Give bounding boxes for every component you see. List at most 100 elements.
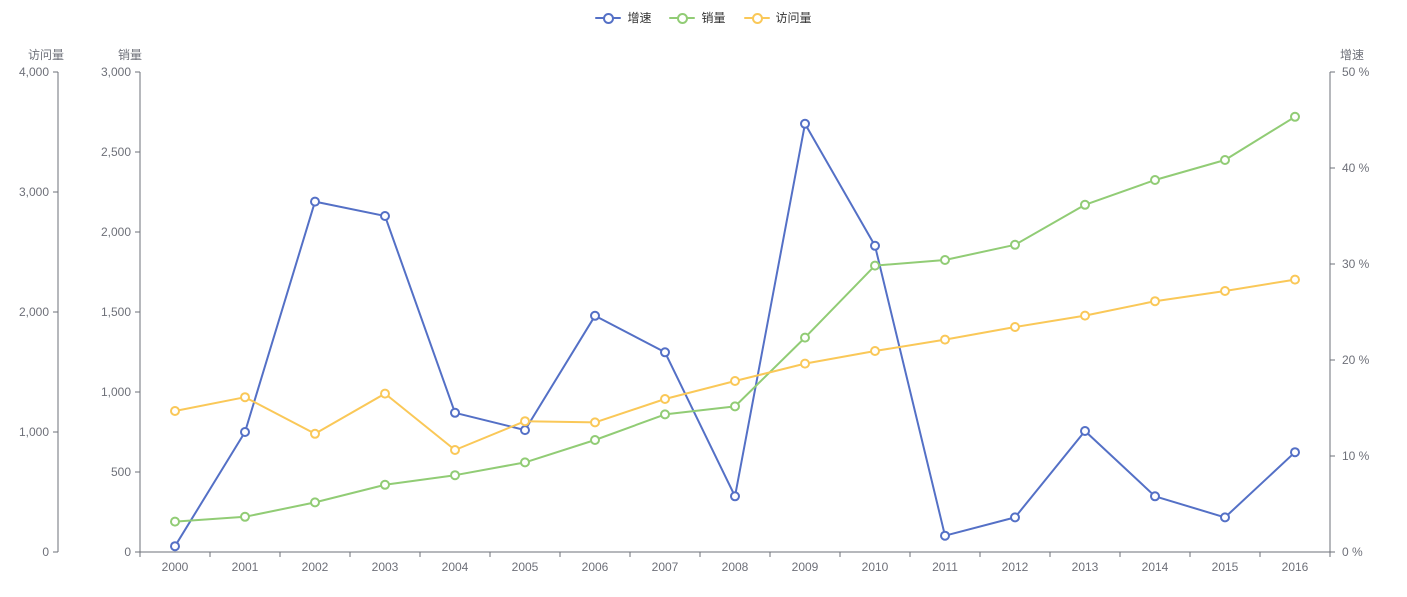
y-tick-label-percent: 30 %: [1342, 257, 1370, 271]
axis-name-growth: 增速: [1340, 48, 1365, 62]
data-point-sales[interactable]: [1080, 199, 1090, 210]
data-point-visits[interactable]: [590, 417, 600, 428]
y-tick-label-sales: 500: [111, 465, 131, 479]
data-point-growth[interactable]: [1150, 491, 1160, 502]
data-point-growth[interactable]: [1290, 447, 1300, 458]
data-point-sales[interactable]: [1220, 155, 1230, 165]
data-point-growth[interactable]: [450, 407, 460, 418]
line-series-icon: [669, 12, 696, 24]
data-point-visits[interactable]: [170, 406, 180, 416]
x-tick-label: 2016: [1282, 560, 1309, 574]
data-point-growth[interactable]: [940, 530, 950, 541]
legend-label: 销量: [701, 11, 726, 25]
legend-label: 增速: [627, 11, 652, 25]
data-point-sales[interactable]: [450, 470, 460, 481]
y-tick-label-visits: 2,000: [19, 305, 49, 319]
legend-item-growth[interactable]: 增速: [595, 12, 651, 24]
x-tick-label: 2012: [1002, 560, 1029, 574]
x-tick-label: 2008: [722, 560, 749, 574]
data-point-visits[interactable]: [870, 346, 880, 356]
data-point-growth[interactable]: [520, 425, 530, 436]
x-tick-label: 2005: [512, 560, 539, 574]
y-tick-label-sales: 3,000: [101, 65, 131, 79]
y-tick-label-visits: 1,000: [19, 425, 49, 439]
data-point-growth[interactable]: [1010, 512, 1020, 523]
y-tick-label-percent: 50 %: [1342, 65, 1370, 79]
y-tick-label-sales: 2,500: [101, 145, 131, 159]
y-tick-label-sales: 1,000: [101, 385, 131, 399]
y-tick-label-percent: 20 %: [1342, 353, 1370, 367]
data-point-sales[interactable]: [730, 401, 740, 412]
data-point-growth[interactable]: [310, 196, 320, 207]
x-tick-label: 2003: [372, 560, 399, 574]
axis-name-sales: 销量: [118, 48, 143, 62]
y-tick-label-sales: 2,000: [101, 225, 131, 239]
x-tick-label: 2002: [302, 560, 329, 574]
data-point-sales[interactable]: [1010, 239, 1020, 250]
data-point-visits[interactable]: [310, 428, 320, 439]
legend: 增速 销量 访问量: [0, 12, 1407, 24]
data-point-visits[interactable]: [1220, 286, 1230, 296]
data-point-visits[interactable]: [520, 416, 530, 427]
x-tick-label: 2014: [1142, 560, 1169, 574]
data-point-growth[interactable]: [590, 310, 600, 321]
x-tick-label: 2004: [442, 560, 469, 574]
data-point-visits[interactable]: [1010, 322, 1020, 332]
x-tick-label: 2001: [232, 560, 259, 574]
y-tick-label-visits: 0: [42, 545, 49, 559]
legend-item-visits[interactable]: 访问量: [743, 11, 812, 25]
data-point-visits[interactable]: [1080, 310, 1090, 321]
data-point-growth[interactable]: [800, 118, 810, 129]
y-tick-label-visits: 3,000: [19, 185, 49, 199]
data-point-sales[interactable]: [800, 332, 810, 343]
data-point-visits[interactable]: [940, 334, 950, 345]
data-point-growth[interactable]: [380, 211, 390, 221]
data-point-visits[interactable]: [380, 388, 390, 399]
data-point-growth[interactable]: [240, 427, 250, 437]
data-point-growth[interactable]: [1220, 512, 1230, 523]
data-point-sales[interactable]: [660, 409, 670, 420]
y-tick-label-percent: 10 %: [1342, 449, 1370, 463]
axis-name-visits: 访问量: [28, 48, 65, 62]
data-point-sales[interactable]: [240, 511, 250, 522]
y-tick-label-percent: 40 %: [1342, 161, 1370, 175]
data-point-growth[interactable]: [730, 491, 740, 502]
data-point-visits[interactable]: [730, 376, 740, 386]
data-point-visits[interactable]: [800, 358, 810, 369]
data-point-growth[interactable]: [870, 240, 880, 251]
data-point-visits[interactable]: [240, 392, 250, 403]
x-tick-label: 2007: [652, 560, 679, 574]
x-tick-label: 2009: [792, 560, 819, 574]
data-point-sales[interactable]: [310, 497, 320, 508]
data-point-visits[interactable]: [1290, 274, 1300, 285]
x-tick-label: 2006: [582, 560, 609, 574]
data-point-sales[interactable]: [870, 260, 880, 271]
x-tick-label: 2000: [162, 560, 189, 574]
data-point-visits[interactable]: [1150, 296, 1160, 307]
series-line-growth: [174, 122, 1296, 547]
data-point-growth[interactable]: [170, 541, 180, 552]
y-tick-label-sales: 0: [124, 545, 131, 559]
x-tick-label: 2010: [862, 560, 889, 574]
data-point-visits[interactable]: [450, 445, 460, 455]
data-point-sales[interactable]: [590, 435, 600, 445]
x-tick-label: 2011: [932, 560, 958, 574]
data-point-sales[interactable]: [940, 255, 950, 265]
data-point-sales[interactable]: [1290, 111, 1300, 122]
data-point-sales[interactable]: [170, 516, 180, 527]
y-tick-label-visits: 4,000: [19, 65, 49, 79]
y-tick-label-sales: 1,500: [101, 305, 131, 319]
data-point-sales[interactable]: [520, 457, 530, 468]
data-point-sales[interactable]: [380, 479, 390, 490]
legend-label: 访问量: [775, 11, 812, 25]
data-point-growth[interactable]: [660, 347, 670, 358]
data-point-visits[interactable]: [660, 394, 670, 404]
data-point-sales[interactable]: [1150, 175, 1160, 185]
x-tick-label: 2015: [1212, 560, 1239, 574]
line-series-icon: [595, 12, 622, 24]
data-point-growth[interactable]: [1080, 426, 1090, 436]
x-tick-label: 2013: [1072, 560, 1099, 574]
legend-item-sales[interactable]: 销量: [669, 11, 726, 25]
